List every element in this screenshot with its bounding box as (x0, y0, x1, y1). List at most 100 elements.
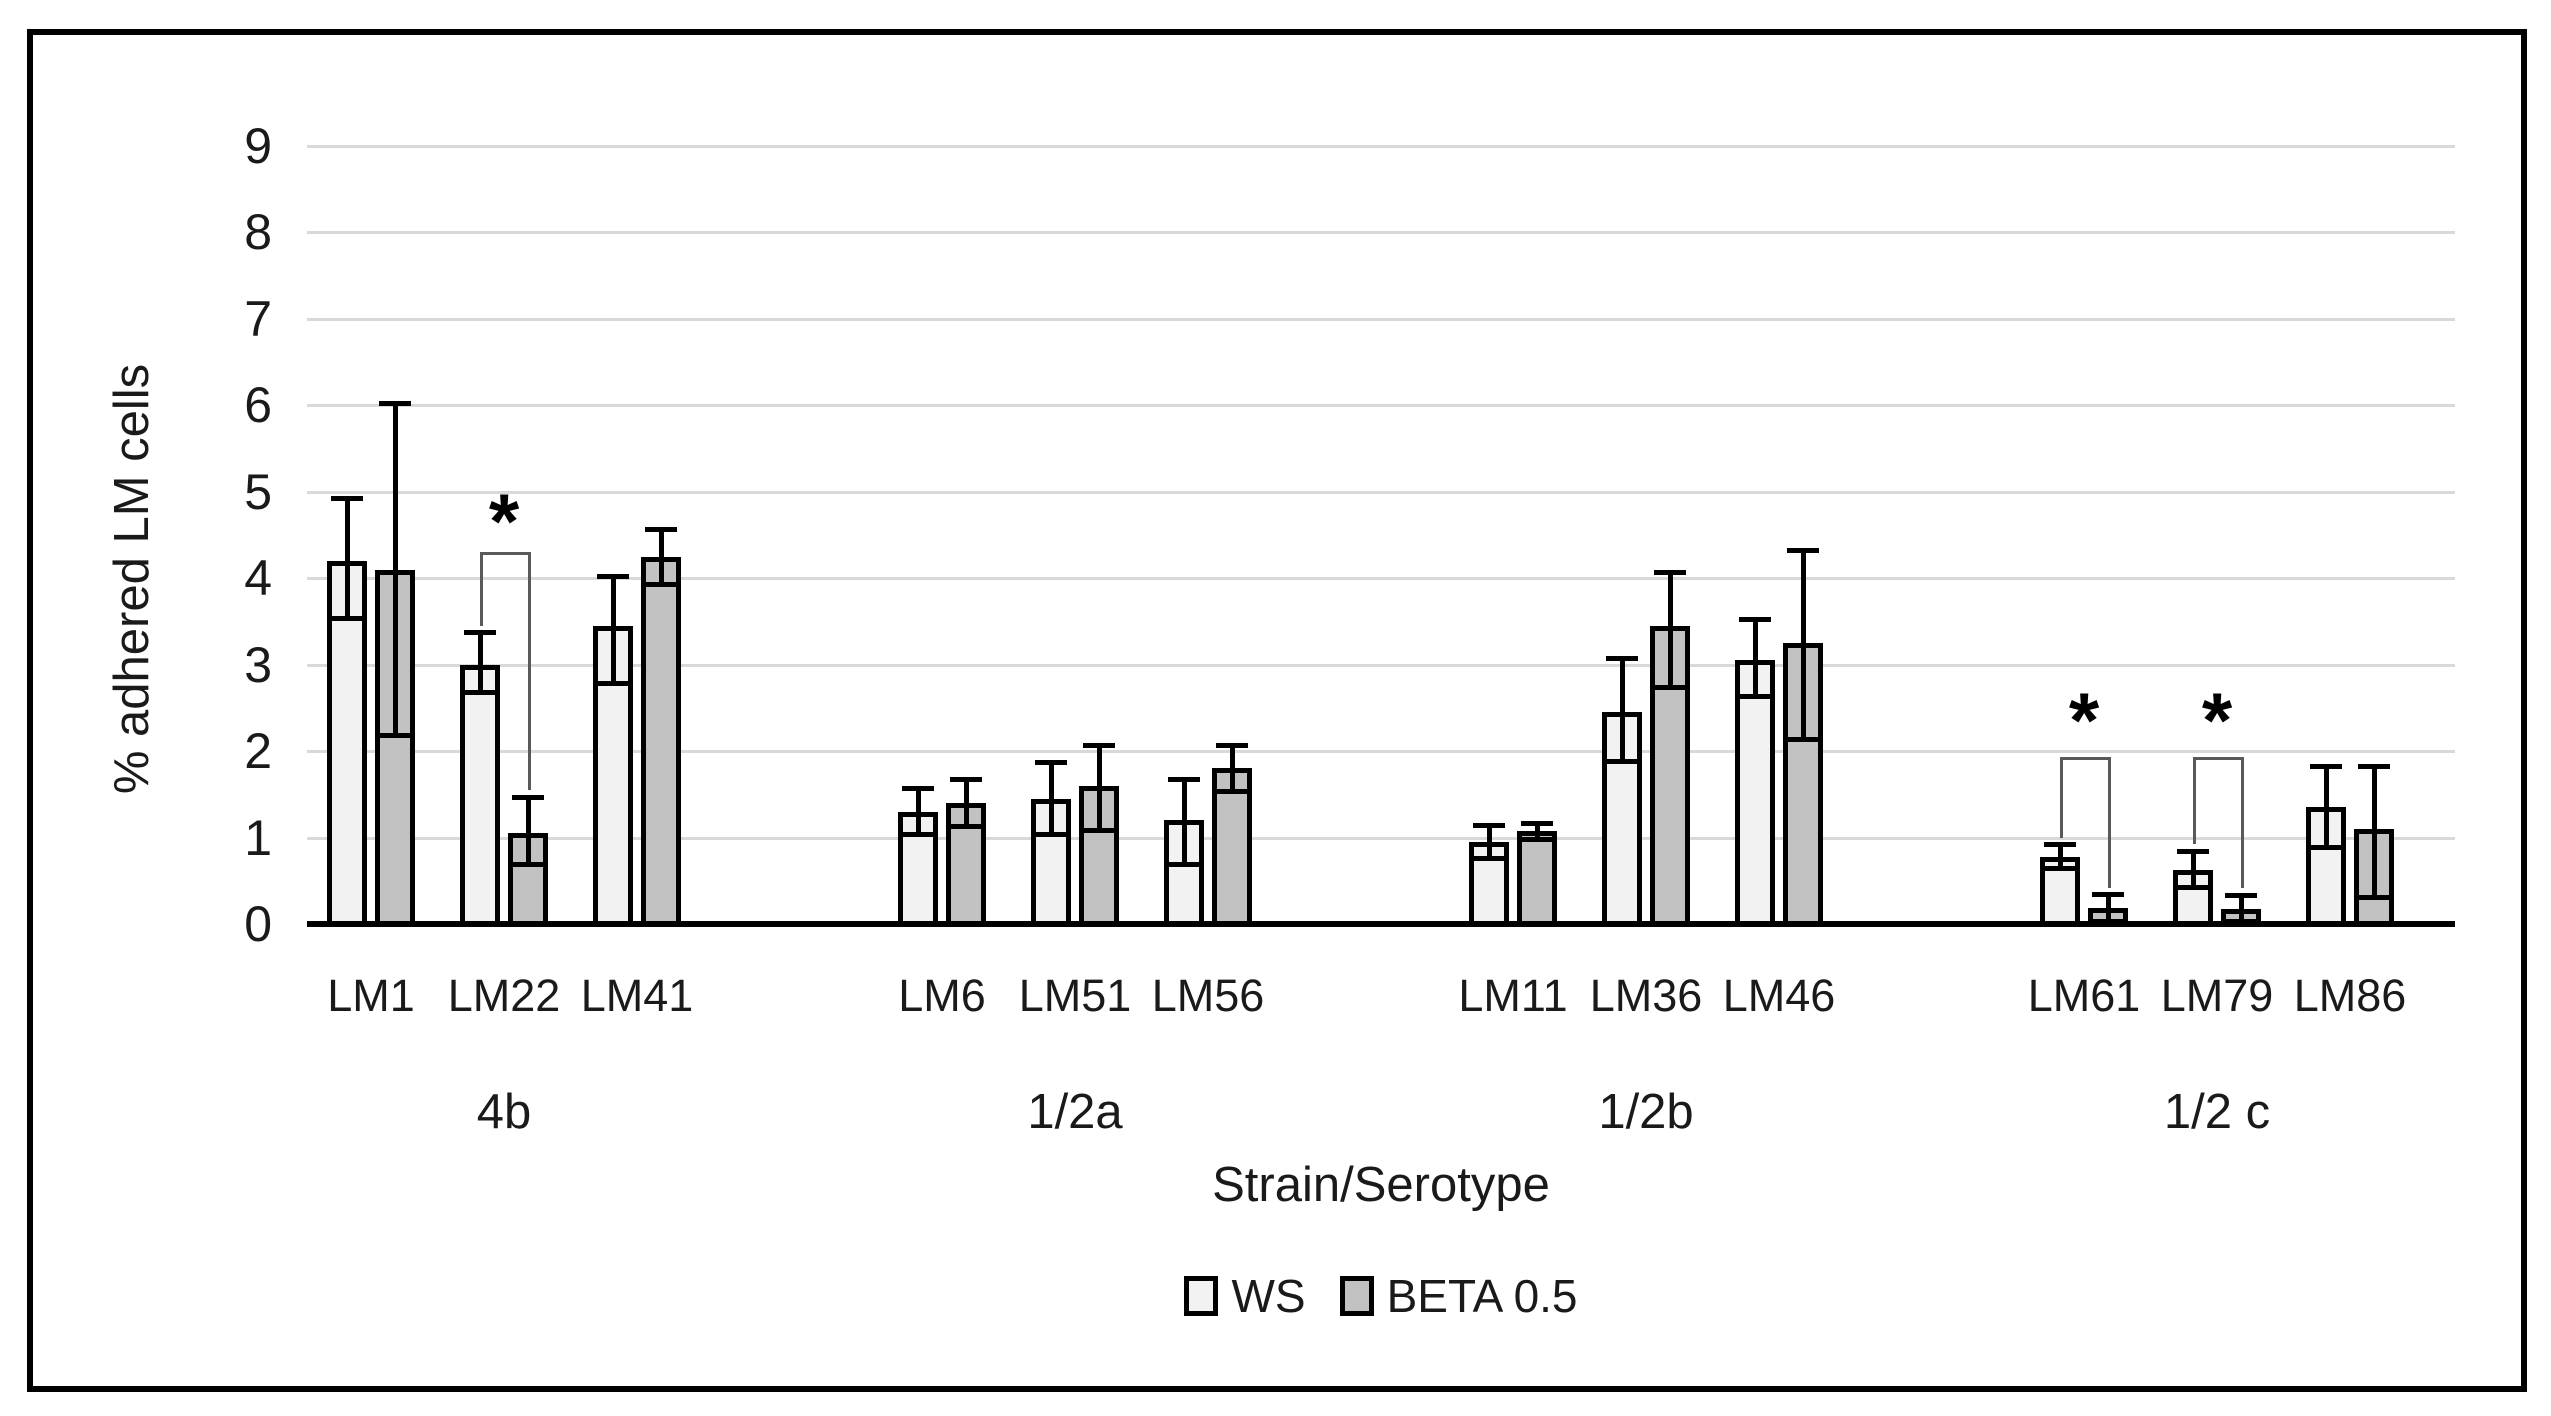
legend-swatch-beta (1339, 1276, 1374, 1316)
y-tick-label: 5 (244, 463, 272, 520)
y-axis-title: % adhered LM cells (105, 363, 159, 795)
gridline (307, 750, 2455, 754)
error-bar-line (2057, 846, 2063, 867)
gridline (307, 317, 2455, 321)
serotype-label-12c: 1/2 c (2163, 1085, 2271, 1139)
error-bar-line (2323, 768, 2329, 847)
gridline (307, 404, 2455, 408)
error-bar-cap-bottom (597, 680, 629, 686)
significance-asterisk: * (2201, 675, 2233, 764)
error-bar-cap-bottom (464, 689, 496, 695)
serotype-label-4b: 4b (476, 1085, 532, 1139)
bar-beta-LM11 (1517, 830, 1557, 926)
error-bar-cap-bottom (2358, 895, 2390, 901)
error-bar-cap-top (902, 786, 934, 792)
error-bar-cap-bottom (645, 581, 677, 587)
error-bar-cap-bottom (1739, 693, 1771, 699)
gridline (307, 836, 2455, 840)
error-bar-line (344, 500, 350, 618)
gridline (307, 663, 2455, 667)
significance-asterisk: * (488, 477, 520, 566)
significance-asterisk: * (2068, 675, 2100, 764)
y-tick-label: 3 (244, 636, 272, 693)
y-tick-label: 0 (244, 896, 272, 952)
y-tick-label: 6 (244, 377, 272, 434)
legend-label-beta: BETA 0.5 (1386, 1270, 1578, 1322)
error-bar-cap-bottom (2225, 918, 2257, 924)
strain-label-LM22: LM22 (447, 970, 561, 1021)
error-bar-line (610, 578, 616, 682)
error-bar-line (1534, 825, 1540, 838)
y-tick-label: 9 (244, 118, 272, 175)
error-bar-cap-top (645, 526, 677, 532)
error-bar-cap-bottom (1473, 855, 1505, 861)
error-bar-cap-bottom (950, 823, 982, 829)
gridline (307, 231, 2455, 235)
error-bar-line (915, 790, 921, 834)
error-bar-cap-top (2225, 893, 2257, 899)
x-axis-line (307, 921, 2455, 927)
strain-label-LM51: LM51 (1018, 970, 1132, 1021)
y-tick-label: 8 (244, 204, 272, 261)
error-bar-cap-top (1473, 823, 1505, 829)
error-bar-line (1486, 827, 1492, 857)
error-bar-cap-top (2358, 764, 2390, 770)
serotype-label-12a: 1/2a (1027, 1085, 1123, 1139)
error-bar-cap-top (1654, 569, 1686, 575)
strain-label-LM6: LM6 (898, 970, 986, 1021)
bar-beta-LM41 (641, 556, 681, 926)
strain-label-LM61: LM61 (2027, 970, 2141, 1021)
error-bar-cap-bottom (1035, 832, 1067, 838)
legend-item-beta: BETA 0.5 (1339, 1268, 1578, 1324)
y-tick-label: 1 (244, 809, 272, 866)
legend-swatch-ws (1184, 1276, 1219, 1316)
strain-label-LM11: LM11 (1458, 970, 1568, 1021)
error-bar-cap-top (1787, 548, 1819, 554)
error-bar-line (1096, 746, 1102, 829)
strain-label-LM86: LM86 (2293, 970, 2407, 1021)
error-bar-cap-top (2044, 842, 2076, 848)
error-bar-cap-top (379, 401, 411, 407)
significance-bracket-right-leg (2108, 757, 2111, 888)
error-bar-line (2105, 896, 2111, 920)
strain-label-LM46: LM46 (1722, 970, 1836, 1021)
bar-ws-LM46 (1735, 660, 1775, 926)
error-bar-line (2190, 853, 2196, 886)
strain-label-LM56: LM56 (1151, 970, 1265, 1021)
error-bar-cap-top (2092, 892, 2124, 898)
gridline (307, 577, 2455, 581)
error-bar-cap-top (1216, 742, 1248, 748)
significance-bracket-left-leg (2193, 757, 2196, 845)
gridline (307, 145, 2455, 149)
strain-label-LM36: LM36 (1589, 970, 1703, 1021)
error-bar-cap-bottom (1083, 827, 1115, 833)
significance-bracket-right-leg (2241, 757, 2244, 888)
error-bar-line (1800, 552, 1806, 739)
bar-ws-LM22 (460, 664, 500, 926)
error-bar-cap-bottom (1787, 737, 1819, 743)
error-bar-cap-top (2177, 849, 2209, 855)
error-bar-line (2371, 768, 2377, 897)
error-bar-line (392, 405, 398, 734)
legend-label-ws: WS (1231, 1270, 1306, 1322)
error-bar-line (1667, 573, 1673, 687)
error-bar-cap-bottom (2177, 884, 2209, 890)
figure-border (27, 29, 2527, 1392)
strain-label-LM79: LM79 (2160, 970, 2274, 1021)
error-bar-cap-top (464, 630, 496, 636)
significance-bracket-left-leg (2060, 757, 2063, 838)
gridline (307, 490, 2455, 494)
error-bar-cap-bottom (2310, 845, 2342, 851)
y-tick-label: 4 (244, 550, 272, 607)
error-bar-cap-top (1168, 777, 1200, 783)
error-bar-cap-top (2310, 764, 2342, 770)
error-bar-cap-bottom (2044, 865, 2076, 871)
significance-bracket (480, 552, 531, 556)
error-bar-cap-bottom (1168, 862, 1200, 868)
serotype-label-12b: 1/2b (1598, 1085, 1694, 1139)
error-bar-cap-bottom (512, 862, 544, 868)
error-bar-cap-top (512, 794, 544, 800)
y-tick-label: 2 (244, 723, 272, 780)
